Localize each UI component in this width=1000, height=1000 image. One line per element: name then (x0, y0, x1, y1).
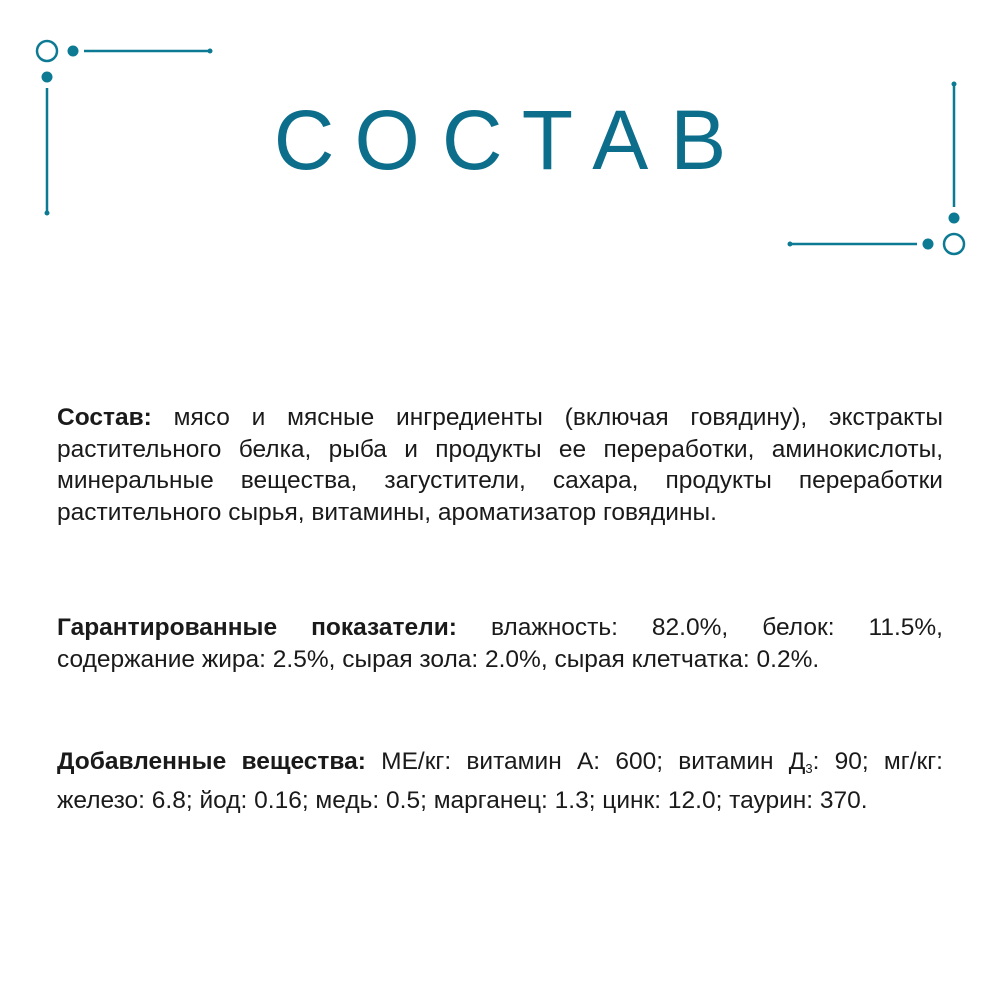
composition-paragraph: Состав: мясо и мясные ингредиенты (включ… (57, 402, 943, 528)
guaranteed-text: влажность: 82.0%, белок: 11.5%, содержан… (57, 614, 943, 673)
additives-text: МЕ/кг: витамин А: 600; витамин Д (365, 748, 806, 775)
page-title: СОСТАВ (273, 93, 749, 187)
composition-label: Состав: (57, 404, 152, 431)
additives-label: Добавленные вещества: (57, 748, 366, 775)
guaranteed-label: Гарантированные показатели: (57, 614, 457, 641)
dot-ornament (41, 71, 53, 83)
ring-ornament (942, 232, 966, 256)
dot-ornament (67, 45, 79, 57)
ring-ornament (35, 39, 59, 63)
subscript: 3 (805, 761, 813, 776)
additives-paragraph: Добавленные вещества: МЕ/кг: витамин А: … (57, 746, 943, 816)
additives-text-rest: : 90; мг/кг: железо: 6.8; йод: 0.16; мед… (57, 748, 943, 814)
dot-ornament (922, 238, 934, 250)
dot-ornament (948, 212, 960, 224)
composition-text: мясо и мясные ингредиенты (включая говяд… (57, 404, 943, 526)
guaranteed-paragraph: Гарантированные показатели: влажность: 8… (57, 612, 943, 675)
